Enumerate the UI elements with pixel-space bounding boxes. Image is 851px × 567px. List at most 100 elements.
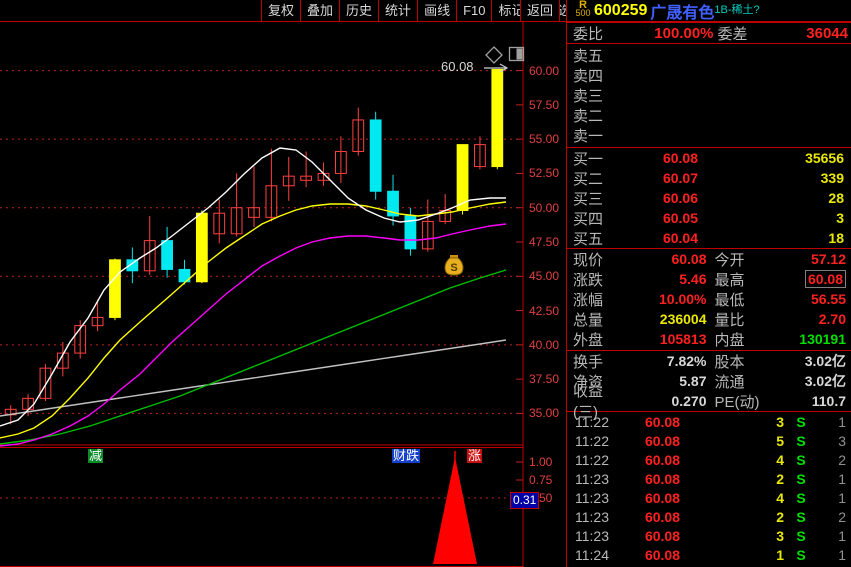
stat-left-label: 涨幅 [573,291,604,309]
price-axis-tick: 37.50 [529,372,560,387]
fundamental-right-value: 3.02亿 [804,353,846,369]
tick-row[interactable]: 11:22 60.08 4 S 2 [567,450,851,469]
stat-right-value: 2.70 [818,311,846,327]
f10-button[interactable]: F10 [456,0,493,21]
weibi-label: 委比 [573,25,604,43]
fuquan-button[interactable]: 复权 [261,0,302,21]
lishi-button[interactable]: 历史 [339,0,380,21]
ask-level-label: 卖四 [573,67,604,85]
weibi-row: 委比 100.00% 委差 36044 [567,22,851,44]
fundamental-left-value: 0.270 [671,393,707,409]
bid-row[interactable]: 买五 60.04 18 [567,228,851,248]
stat-left-label: 涨跌 [573,271,604,289]
fundamental-row: 净资 5.87 流通 3.02亿 [567,371,851,391]
tick-side: S [784,566,818,567]
stat-row: 涨跌 5.46 最高 60.08 [567,269,851,289]
bid-orders: 买一 60.08 35656 买二 60.07 339 买三 60.06 28 买四 60.05 3 买… [567,147,851,248]
bid-volume: 28 [828,190,844,206]
ask-row[interactable]: 卖一 [567,125,851,145]
tick-side: S [796,470,806,487]
toolbar-back-group: 返回 [520,0,561,21]
tick-count: 2 [838,508,846,525]
ask-row[interactable]: 卖二 [567,105,851,125]
tick-row[interactable]: 11:23 60.08 3 S 1 [567,526,851,545]
reduce-marker[interactable]: 减 [88,448,104,463]
indicator-pane[interactable]: 1.00 0.75 0.50 0.31 [0,447,566,567]
tick-price: 60.08 [644,413,680,430]
stat-left-value: 10.00% [659,291,707,307]
diamond-icon[interactable] [484,45,504,65]
tick-volume: 10 [732,566,784,567]
tick-volume: 1 [776,546,784,563]
tick-time: 11:24 [575,546,609,563]
tick-volume: 4 [776,489,784,506]
tick-row[interactable]: 11:22 60.08 3 S 1 [567,412,851,431]
bid-row[interactable]: 买四 60.05 3 [567,208,851,228]
tick-side: S [796,432,806,449]
price-axis-tick: 35.00 [529,406,560,421]
stat-left-label: 现价 [573,251,604,269]
stat-left-value: 105813 [659,331,707,347]
tick-time: 11:24 [575,566,637,567]
tick-price: 60.08 [644,451,680,468]
ask-orders: 卖五卖四 卖三卖二 卖一 [567,45,851,145]
tick-price: 60.08 [637,566,732,567]
quote-statistics: 现价 60.08 今开 57.12 涨跌 5.46 最高 60.08 涨幅 10.00% 最低 56.… [567,248,851,349]
fall-marker[interactable]: 财跌 [392,448,421,463]
tick-row[interactable]: 11:23 60.08 2 S 2 [567,507,851,526]
tick-volume: 2 [776,470,784,487]
tick-count: 1 [838,489,846,506]
bid-volume: 35656 [805,150,844,166]
indicator-svg [0,447,524,567]
ask-row[interactable]: 卖五 [567,45,851,65]
fundamental-right-value: 110.7 [811,393,846,409]
tick-time: 11:22 [575,432,609,449]
tongji-button[interactable]: 统计 [378,0,419,21]
r500-logo-bottom: 500 [575,7,591,18]
tick-row[interactable]: 11:23 60.08 4 S 1 [567,488,851,507]
tick-count: 1 [838,413,846,430]
r500-logo-icon: R 500 [573,0,593,21]
stat-left-label: 总量 [573,311,604,329]
fundamental-right-label: 流通 [714,373,745,391]
back-button[interactable]: 返回 [520,0,561,21]
chart-area[interactable]: 60.08 S 60.00 57.50 55.00 52.50 50.00 47.50 45… [0,22,566,567]
fundamentals: 换手 7.82% 股本 3.02亿 净资 5.87 流通 3.02亿 收益(三) 0.270 PE(… [567,350,851,421]
tick-time: 11:22 [575,413,609,430]
bid-level-label: 买三 [573,190,604,208]
half-fill-square-icon[interactable] [508,46,526,63]
tick-time: 11:23 [575,527,609,544]
rise-marker[interactable]: 涨 [467,448,483,463]
ask-level-label: 卖二 [573,107,604,125]
bid-volume: 339 [820,170,844,186]
price-axis-tick: 52.50 [529,166,560,181]
price-axis-tick: 45.00 [529,269,560,284]
ask-row[interactable]: 卖三 [567,85,851,105]
tick-side: S [796,489,806,506]
price-axis-tick: 42.50 [529,303,560,318]
moneybag-marker-icon[interactable]: S [443,254,465,278]
tick-list[interactable]: 11:22 60.08 3 S 1 11:22 60.08 5 S 3 11:22 60.08 4 S 2 1… [567,412,851,567]
stat-right-label: 今开 [714,251,745,269]
tick-row[interactable]: 11:22 60.08 5 S 3 [567,431,851,450]
huaxian-button[interactable]: 画线 [417,0,458,21]
stat-row: 涨幅 10.00% 最低 56.55 [567,289,851,309]
tick-count: 3 [838,432,846,449]
bid-row[interactable]: 买一 60.08 35656 [567,148,851,168]
bid-level-label: 买一 [573,150,604,168]
price-axis-tick: 40.00 [529,337,560,352]
stat-right-label: 内盘 [714,331,745,349]
ask-row[interactable]: 卖四 [567,65,851,85]
tick-side: S [796,527,806,544]
price-chart-pane[interactable]: 60.08 S 60.00 57.50 55.00 52.50 50.00 47.50 45… [0,22,566,463]
tick-row[interactable]: 11:24 60.08 1 S 1 [567,545,851,564]
diejia-button[interactable]: 叠加 [300,0,341,21]
indicator-value-box[interactable]: 0.31 [510,492,540,509]
stat-row: 总量 236004 量比 2.70 [567,309,851,329]
bid-row[interactable]: 买三 60.06 28 [567,188,851,208]
stat-highlight-box: 60.08 [804,270,846,288]
tick-volume: 5 [776,432,784,449]
bid-row[interactable]: 买二 60.07 339 [567,168,851,188]
tick-row[interactable]: 11:23 60.08 2 S 1 [567,469,851,488]
